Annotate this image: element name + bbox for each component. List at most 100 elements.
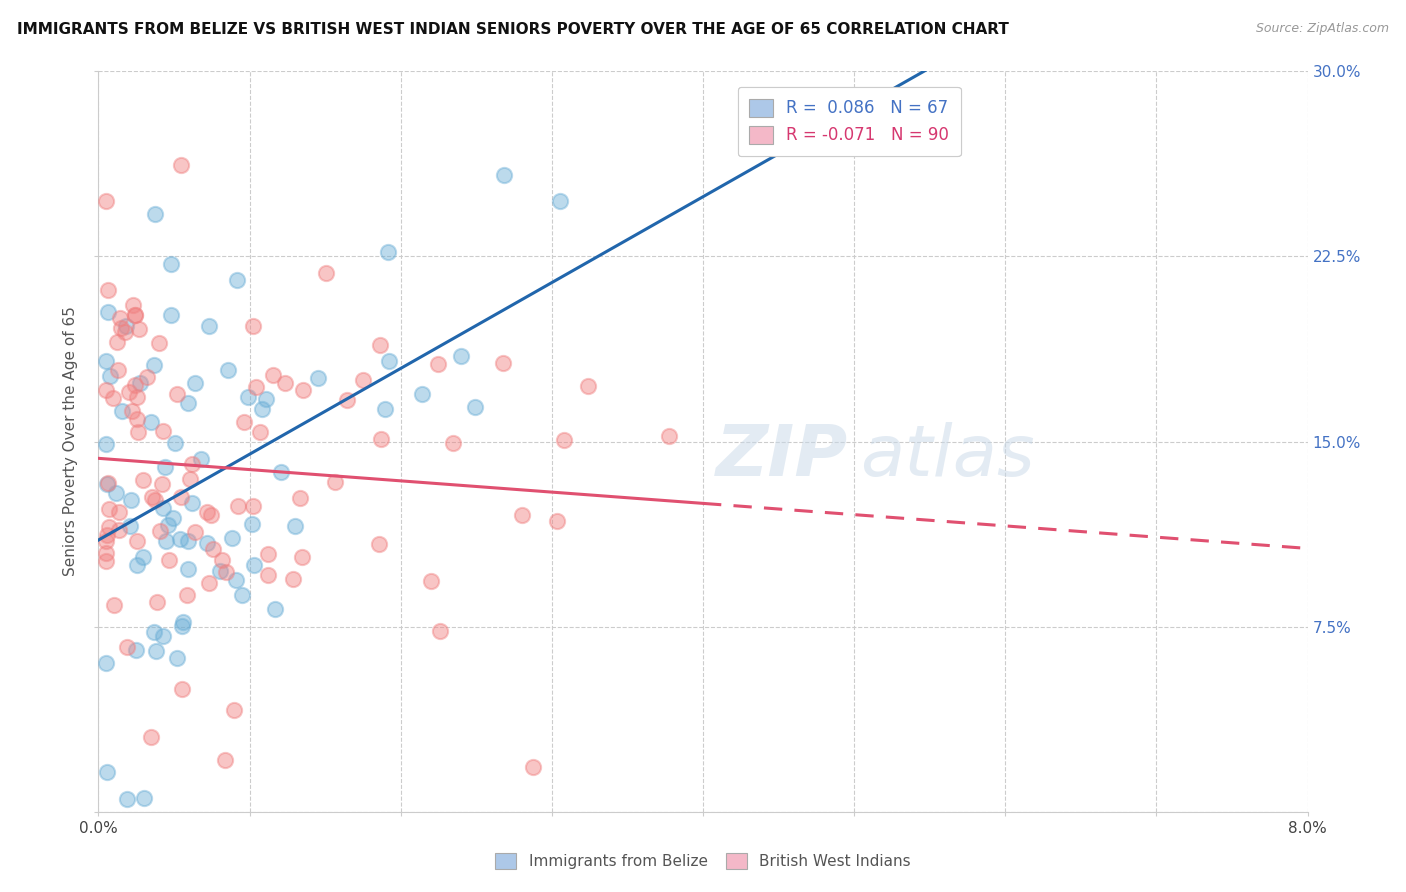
Point [177, 396, 200, 410]
Point [249, 425, 271, 439]
Point [262, 368, 284, 383]
Point [97, 502, 120, 516]
Point [152, 500, 174, 515]
Point [181, 457, 204, 471]
Point [120, 492, 142, 507]
Point [150, 477, 173, 491]
Point [120, 519, 142, 533]
Point [200, 508, 222, 522]
Point [115, 318, 138, 333]
Point [108, 523, 131, 537]
Point [101, 392, 124, 406]
Point [118, 384, 141, 399]
Point [250, 402, 273, 417]
Point [97, 283, 120, 297]
Point [124, 378, 146, 392]
Point [125, 411, 148, 425]
Point [177, 533, 200, 548]
Point [291, 384, 314, 398]
Point [117, 792, 139, 806]
Point [127, 425, 149, 440]
Point [97, 476, 120, 491]
Point [270, 465, 292, 479]
Text: IMMIGRANTS FROM BELIZE VS BRITISH WEST INDIAN SENIORS POVERTY OVER THE AGE OF 65: IMMIGRANTS FROM BELIZE VS BRITISH WEST I… [17, 22, 1008, 37]
Point [323, 475, 346, 490]
Point [142, 359, 165, 373]
Point [111, 404, 134, 418]
Point [143, 206, 166, 220]
Point [225, 573, 247, 587]
Point [172, 615, 194, 630]
Point [242, 500, 264, 514]
Point [148, 335, 170, 350]
Point [429, 624, 451, 638]
Point [94, 383, 117, 397]
Point [450, 349, 472, 363]
Point [103, 599, 125, 613]
Point [94, 437, 117, 451]
Point [107, 363, 129, 377]
Point [288, 491, 311, 505]
Text: atlas: atlas [860, 422, 1035, 491]
Point [336, 392, 359, 407]
Point [195, 536, 218, 550]
Point [172, 619, 194, 633]
Point [94, 656, 117, 670]
Point [522, 760, 544, 774]
Point [160, 308, 183, 322]
Point [215, 565, 238, 579]
Point [492, 356, 515, 370]
Point [105, 334, 128, 349]
Point [114, 325, 136, 339]
Point [209, 564, 232, 578]
Point [169, 532, 191, 546]
Point [169, 158, 191, 172]
Point [198, 318, 221, 333]
Point [576, 379, 599, 393]
Point [125, 643, 148, 657]
Point [125, 533, 148, 548]
Point [163, 436, 186, 450]
Point [367, 537, 389, 551]
Point [214, 753, 236, 767]
Point [104, 486, 127, 500]
Point [441, 436, 464, 450]
Point [195, 505, 218, 519]
Legend: Immigrants from Belize, British West Indians: Immigrants from Belize, British West Ind… [489, 847, 917, 875]
Point [658, 429, 681, 443]
Point [411, 387, 433, 401]
Point [464, 400, 486, 414]
Point [231, 588, 253, 602]
Point [122, 298, 145, 312]
Point [143, 493, 166, 508]
Point [377, 245, 399, 260]
Point [419, 574, 441, 588]
Point [510, 508, 533, 522]
Point [232, 416, 254, 430]
Point [108, 310, 131, 325]
Point [226, 500, 249, 514]
Point [149, 524, 172, 538]
Point [240, 517, 263, 532]
Point [242, 318, 264, 333]
Point [177, 562, 200, 576]
Point [190, 452, 212, 467]
Point [211, 553, 233, 567]
Point [226, 273, 249, 287]
Point [374, 402, 396, 417]
Point [236, 390, 259, 404]
Point [170, 682, 193, 697]
Point [128, 376, 150, 390]
Point [128, 322, 150, 336]
Point [155, 534, 177, 549]
Point [184, 525, 207, 540]
Point [179, 472, 201, 486]
Point [145, 644, 167, 658]
Point [127, 558, 149, 573]
Point [132, 550, 155, 565]
Point [181, 496, 204, 510]
Point [368, 338, 391, 352]
Point [352, 373, 374, 387]
Point [139, 415, 162, 429]
Point [139, 730, 162, 744]
